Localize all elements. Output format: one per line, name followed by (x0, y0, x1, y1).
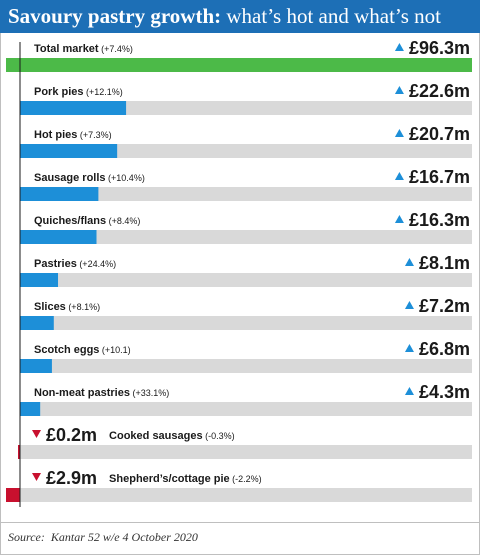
category-label: Total market (+7.4%) (34, 43, 133, 55)
category-label: Sausage rolls (+10.4%) (34, 172, 145, 184)
chart-title: Savoury pastry growth: what’s hot and wh… (8, 3, 441, 29)
bar (20, 230, 97, 244)
bar (20, 101, 127, 115)
bar-track (20, 316, 472, 330)
change-label: (-2.2%) (230, 474, 262, 484)
title-bold: Savoury pastry growth: (8, 4, 222, 28)
category-label: Non-meat pastries (+33.1%) (34, 387, 169, 399)
bar (20, 187, 99, 201)
change-label: (+33.1%) (130, 388, 169, 398)
source-label: Source: (8, 530, 45, 544)
bar (20, 144, 118, 158)
bar-track (20, 144, 472, 158)
category-label: Pork pies (+12.1%) (34, 86, 123, 98)
bar-track (20, 187, 472, 201)
change-label: (+7.4%) (99, 44, 133, 54)
bar (20, 316, 54, 330)
bar-track (20, 488, 472, 502)
value-label: £4.3m (419, 382, 470, 402)
category-label: Hot pies (+7.3%) (34, 129, 112, 141)
down-arrow-icon (32, 430, 41, 438)
change-label: (+7.3%) (77, 130, 111, 140)
title-rest: what’s hot and what’s not (221, 4, 442, 28)
source-note: Source: Kantar 52 w/e 4 October 2020 (8, 530, 198, 545)
category-label: Cooked sausages (-0.3%) (109, 430, 235, 442)
bar-track (20, 230, 472, 244)
category-label: Scotch eggs (+10.1) (34, 344, 131, 356)
value-label: £0.2m (46, 425, 97, 445)
source-text: Kantar 52 w/e 4 October 2020 (50, 530, 198, 544)
change-label: (+10.4%) (106, 173, 145, 183)
change-label: (-0.3%) (203, 431, 235, 441)
chart-header: Savoury pastry growth: what’s hot and wh… (0, 0, 480, 33)
up-arrow-icon (394, 43, 404, 51)
category-label: Quiches/flans (+8.4%) (34, 215, 140, 227)
bar (20, 402, 41, 416)
value-label: £8.1m (419, 253, 470, 273)
up-arrow-icon (394, 86, 404, 94)
category-label: Slices (+8.1%) (34, 301, 100, 313)
bar-track (20, 402, 472, 416)
bar (6, 488, 20, 502)
bar-chart: Total market (+7.4%) £96.3m Pork pies (+12… (6, 38, 472, 507)
up-arrow-icon (404, 344, 414, 352)
value-label: £20.7m (409, 124, 470, 144)
value-label: £6.8m (419, 339, 470, 359)
up-arrow-icon (394, 215, 404, 223)
value-label: £16.3m (409, 210, 470, 230)
category-label: Pastries (+24.4%) (34, 258, 116, 270)
category-label: Shepherd’s/cottage pie (-2.2%) (109, 473, 262, 485)
bar (20, 273, 59, 287)
bar (20, 359, 52, 373)
bar-track (20, 273, 472, 287)
change-label: (+8.1%) (66, 302, 100, 312)
change-label: (+10.1) (99, 345, 130, 355)
change-label: (+24.4%) (77, 259, 116, 269)
change-label: (+8.4%) (106, 216, 140, 226)
value-label: £96.3m (409, 38, 470, 58)
value-label: £7.2m (419, 296, 470, 316)
up-arrow-icon (404, 258, 414, 266)
value-label: £2.9m (46, 468, 97, 488)
bar-track (20, 445, 472, 459)
footer-divider (0, 522, 480, 523)
down-arrow-icon (32, 473, 41, 481)
change-label: (+12.1%) (84, 87, 123, 97)
bar-track (20, 359, 472, 373)
bar (6, 58, 472, 72)
up-arrow-icon (394, 129, 404, 137)
up-arrow-icon (394, 172, 404, 180)
value-label: £16.7m (409, 167, 470, 187)
value-label: £22.6m (409, 81, 470, 101)
up-arrow-icon (404, 387, 414, 395)
bar (18, 445, 20, 459)
bar-track (20, 101, 472, 115)
up-arrow-icon (404, 301, 414, 309)
